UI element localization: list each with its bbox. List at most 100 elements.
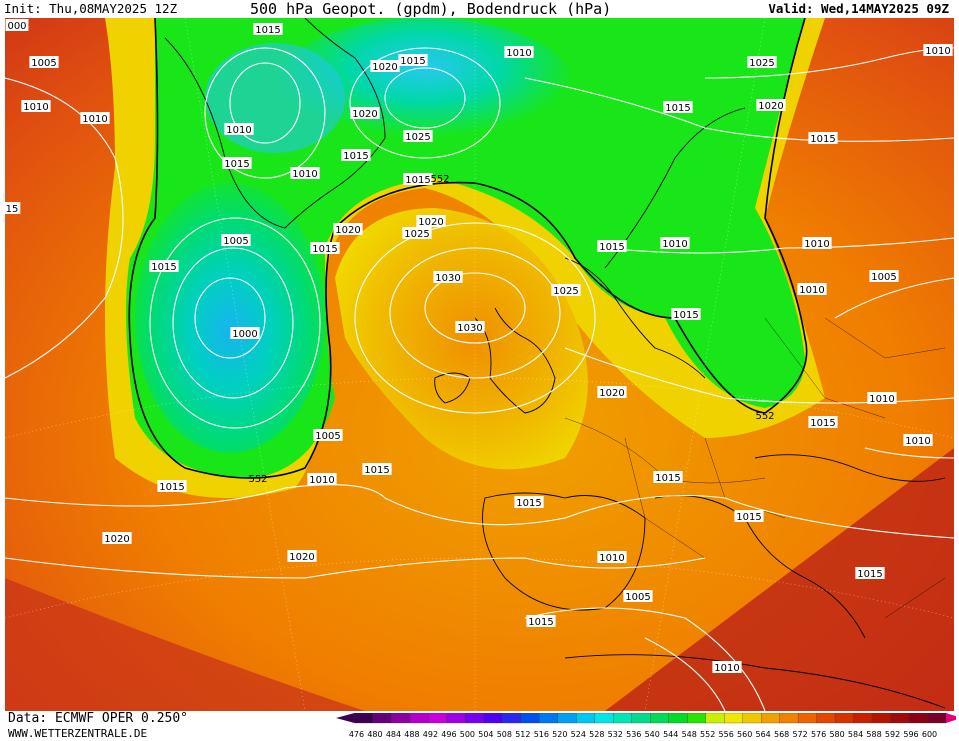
edge-label-text: 15 (6, 204, 19, 215)
isobar-label-text: 1015 (810, 418, 835, 429)
isobar-label-box (403, 130, 433, 142)
isobar-label-box (526, 615, 556, 627)
isobar-label-box (867, 392, 897, 404)
legend-swatch (557, 713, 577, 724)
isobar-label-box (869, 270, 899, 282)
isobar-label-box (222, 157, 252, 169)
legend-swatch (853, 713, 873, 724)
isobar-label-box (310, 242, 340, 254)
isobar-label-box (514, 496, 544, 508)
isobar-label-text: 1010 (226, 125, 251, 136)
isobar-label: 1010 (224, 123, 254, 136)
isobar-label: 1020 (756, 99, 786, 112)
isobar-label: 1015 (157, 480, 187, 493)
legend-swatch (890, 713, 910, 724)
isobar-label: 1015 (855, 567, 885, 580)
isobar-label-text: 1015 (655, 473, 680, 484)
isobar-label-box (551, 284, 581, 296)
isobar-label: 1010 (307, 473, 337, 486)
isobar-label-text: 1010 (714, 663, 739, 674)
legend-value: 560 (737, 730, 752, 739)
contour-label-text: 552 (755, 411, 774, 422)
isobar-label: 1020 (102, 532, 132, 545)
isobar-label-text: 1025 (404, 229, 429, 240)
legend-value: 552 (700, 730, 715, 739)
legend-swatch (428, 713, 448, 724)
isobar-label: 1010 (867, 392, 897, 405)
isobar-label-box (307, 473, 337, 485)
legend-value: 568 (774, 730, 789, 739)
edge-label-box (5, 19, 29, 31)
isobar-label-text: 1005 (315, 431, 340, 442)
contour-label: 552 (755, 411, 774, 422)
isobar-label-box (29, 56, 59, 68)
isobar-label: 1010 (712, 661, 742, 674)
weather-map: 1015100510101010102010151010102510101020… (5, 18, 954, 711)
website: WWW.WETTERZENTRALE.DE (8, 727, 148, 740)
legend-value: 540 (645, 730, 660, 739)
isobar-label: 1015 (671, 308, 701, 321)
isobar-label-box (623, 590, 653, 602)
legend-value: 500 (460, 730, 475, 739)
isobar-label: 1010 (797, 283, 827, 296)
contour-label: 552 (430, 174, 449, 185)
isobar-label-text: 1015 (400, 56, 425, 67)
isobar-label-text: 1020 (758, 101, 783, 112)
isobar-label-text: 1030 (435, 273, 460, 284)
isobar-label: 1015 (398, 54, 428, 67)
legend-value: 576 (811, 730, 826, 739)
isobar-label-box (597, 386, 627, 398)
legend-value: 488 (404, 730, 419, 739)
isobar-label-text: 1025 (553, 286, 578, 297)
isobar-label-box (333, 223, 363, 235)
edge-label-text: 000 (7, 21, 26, 32)
isobar-label: 1010 (923, 44, 953, 57)
legend-value: 520 (552, 730, 567, 739)
legend-value: 504 (478, 730, 493, 739)
header: Init: Thu,08MAY2025 12Z 500 hPa Geopot. … (0, 0, 959, 18)
isobar-label: 1010 (597, 551, 627, 564)
isobar-label: 1005 (313, 429, 343, 442)
isobar-label-text: 1010 (23, 102, 48, 113)
legend-swatch (465, 713, 485, 724)
legend-value: 484 (386, 730, 401, 739)
legend-swatch (779, 713, 799, 724)
isobar-label-box (597, 551, 627, 563)
legend-value: 584 (848, 730, 863, 739)
isobar-label: 1020 (333, 223, 363, 236)
isobar-label: 1015 (149, 260, 179, 273)
isobar-label-text: 1015 (736, 512, 761, 523)
isobar-label: 1015 (808, 132, 838, 145)
isobar-label-text: 1020 (372, 62, 397, 73)
isobar-label-box (903, 434, 933, 446)
isobar-label-text: 1015 (665, 103, 690, 114)
legend-value: 476 (349, 730, 364, 739)
isobar-label: 1015 (526, 615, 556, 628)
legend-swatch (797, 713, 817, 724)
isobar-label-box (403, 173, 433, 185)
isobar-label-box (433, 271, 463, 283)
isobar-label-text: 1020 (104, 534, 129, 545)
legend-swatch (483, 713, 503, 724)
isobar-label-box (923, 44, 953, 56)
isobar-label-text: 1015 (599, 242, 624, 253)
isobar-label-box (504, 46, 534, 58)
isobar-label-text: 1030 (457, 323, 482, 334)
isobar-label-text: 1005 (31, 58, 56, 69)
isobar-label: 1025 (747, 56, 777, 69)
isobar-label: 1015 (403, 173, 433, 186)
isobar-label: 1010 (903, 434, 933, 447)
isobar-label-text: 1010 (905, 436, 930, 447)
chart-title: 500 hPa Geopot. (gpdm), Bodendruck (hPa) (250, 0, 612, 18)
legend-value: 524 (571, 730, 586, 739)
legend-swatch (631, 713, 651, 724)
contour-label-text: 552 (430, 174, 449, 185)
isobar-label-text: 1015 (255, 25, 280, 36)
isobar-label-text: 1000 (232, 329, 257, 340)
legend-value: 600 (922, 730, 937, 739)
isobar-label-text: 1015 (516, 498, 541, 509)
atlantic-low (135, 183, 325, 453)
legend-swatch (446, 713, 466, 724)
isobar-label: 1015 (597, 240, 627, 253)
